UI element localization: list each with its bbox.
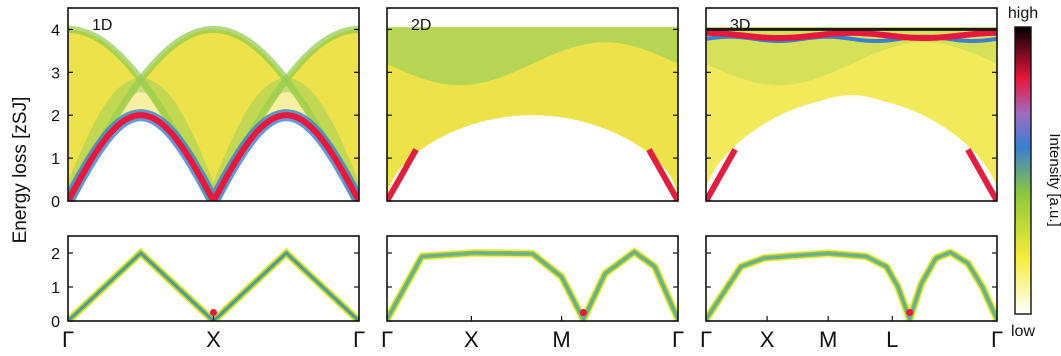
continuum-edge-2 xyxy=(68,25,359,201)
x-tick-label: X xyxy=(760,327,775,352)
zero-point xyxy=(579,309,587,316)
colorbar-low-label: low xyxy=(1011,323,1035,340)
panel-1: 1D 0 1 2 3 4 xyxy=(51,7,360,211)
panel-frame xyxy=(705,235,998,322)
panel-frame xyxy=(386,7,679,202)
y-tick-label: 2 xyxy=(51,246,60,263)
colorbar-gradient xyxy=(1014,26,1032,315)
zero-point xyxy=(210,309,217,316)
x-tick-label: M xyxy=(552,327,570,352)
x-tick-label: Γ xyxy=(381,327,393,352)
y-tick-label: 2 xyxy=(51,108,60,125)
zero-point xyxy=(906,309,914,316)
dispersion-edge-right xyxy=(965,148,997,201)
dispersion-halo xyxy=(387,247,678,321)
dispersion-line xyxy=(68,112,359,201)
x-tick-label: Γ xyxy=(62,327,74,352)
dispersion-green xyxy=(387,248,678,321)
dispersion-edge-left xyxy=(387,148,419,201)
y-tick-label: 0 xyxy=(51,194,60,211)
continuum-upper-band xyxy=(387,27,678,86)
colorbar-high-label: high xyxy=(1008,5,1038,22)
x-tick-label: M xyxy=(819,327,837,352)
panel-2: 2D xyxy=(386,7,679,202)
x-tick-label: Γ xyxy=(353,327,365,352)
panel-frame xyxy=(386,235,679,322)
dispersion-edge-left xyxy=(706,148,738,201)
continuum-white-interior xyxy=(387,117,678,201)
y-tick-label: 3 xyxy=(51,65,60,82)
continuum-region xyxy=(68,29,359,201)
y-tick-label: 1 xyxy=(51,280,60,297)
dispersion-core xyxy=(387,250,678,321)
y-tick-label: 4 xyxy=(51,22,60,39)
x-tick-label: Γ xyxy=(991,327,1003,352)
x-tick-label: X xyxy=(206,327,221,352)
panel-label: 3D xyxy=(730,17,750,34)
colorbar: high low Intensity [a.u.] xyxy=(1008,5,1061,340)
panel-label: 1D xyxy=(92,17,112,34)
dispersion-core xyxy=(68,251,359,321)
x-tick-label: Γ xyxy=(672,327,684,352)
green-band xyxy=(68,78,359,201)
x-tick-label: L xyxy=(886,327,898,352)
panel-3: 3D xyxy=(705,7,998,202)
continuum-region xyxy=(706,27,997,193)
panel-4: 0 1 2 Γ X Γ xyxy=(51,235,365,352)
panel-label: 2D xyxy=(411,17,431,34)
continuum-white-interior xyxy=(706,95,997,201)
continuum-edge-1 xyxy=(68,25,359,201)
x-tick-label: Γ xyxy=(700,327,712,352)
y-tick-label: 0 xyxy=(51,314,60,331)
dispersion-core xyxy=(706,251,997,321)
dispersion-edge-right xyxy=(646,148,678,201)
x-tick-label: X xyxy=(464,327,479,352)
y-axis-label: Energy loss [zSJ] xyxy=(10,97,31,244)
y-tick-label: 1 xyxy=(51,151,60,168)
panel-frame xyxy=(705,7,998,202)
top-band-red xyxy=(706,29,997,41)
colorbar-title: Intensity [a.u.] xyxy=(1046,133,1061,226)
panel-frame xyxy=(67,7,360,202)
